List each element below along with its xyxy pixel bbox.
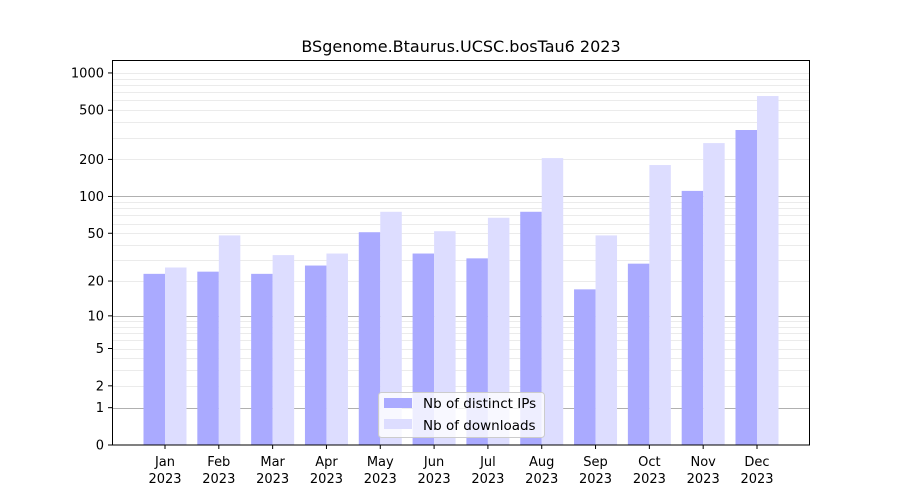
bar-ips xyxy=(197,271,219,445)
bar-downloads xyxy=(487,217,510,445)
x-tick-label-month: Aug xyxy=(529,455,554,470)
y-tick-label: 5 xyxy=(96,342,104,357)
bar-ips xyxy=(627,263,650,445)
y-tick-label: 50 xyxy=(87,227,104,242)
x-tick-label-year: 2023 xyxy=(202,472,235,487)
x-tick-label-month: May xyxy=(367,455,394,470)
x-tick-label-month: Sep xyxy=(583,455,608,470)
bar-downloads xyxy=(757,96,779,445)
y-tick-label: 1000 xyxy=(71,66,104,81)
x-tick-label-month: Jan xyxy=(154,455,175,470)
y-tick-label: 100 xyxy=(79,190,104,205)
bar-ips xyxy=(143,273,165,445)
legend-label-downloads: Nb of downloads xyxy=(423,418,536,434)
x-tick-label-month: Feb xyxy=(207,455,230,470)
x-tick-label-year: 2023 xyxy=(310,472,343,487)
x-tick-label-year: 2023 xyxy=(256,472,289,487)
x-tick-label-year: 2023 xyxy=(471,472,504,487)
x-tick-label-month: Jun xyxy=(423,455,444,470)
x-tick-label-month: Oct xyxy=(638,455,660,470)
x-tick-label-year: 2023 xyxy=(525,472,558,487)
bar-ips xyxy=(520,211,542,445)
x-tick-label-year: 2023 xyxy=(633,472,666,487)
bar-ips xyxy=(681,190,704,445)
y-tick-label: 500 xyxy=(79,104,104,119)
x-tick-label-month: Dec xyxy=(744,455,769,470)
bar-downloads xyxy=(272,255,295,445)
x-tick-label-year: 2023 xyxy=(364,472,397,487)
bar-ips xyxy=(304,265,327,445)
x-tick-label-month: Nov xyxy=(690,455,716,470)
y-tick-label: 1 xyxy=(96,401,104,416)
x-tick-label-year: 2023 xyxy=(687,472,720,487)
legend-label-ips: Nb of distinct IPs xyxy=(423,396,536,412)
bar-downloads xyxy=(380,211,402,445)
y-tick-label: 10 xyxy=(87,309,104,324)
bar-ips xyxy=(735,129,757,445)
x-tick-label-year: 2023 xyxy=(740,472,773,487)
x-tick-label-year: 2023 xyxy=(148,472,181,487)
legend-swatch-ips xyxy=(384,398,412,408)
bar-downloads xyxy=(595,235,618,445)
bar-ips xyxy=(251,273,273,445)
bar-downloads xyxy=(703,143,725,445)
legend-box xyxy=(378,392,545,438)
x-tick-label-month: Mar xyxy=(260,455,285,470)
y-tick-label: 2 xyxy=(96,379,104,394)
x-tick-label-month: Jul xyxy=(479,455,496,470)
y-tick-label: 0 xyxy=(96,439,104,454)
bar-downloads xyxy=(165,267,187,445)
bar-downloads xyxy=(434,231,456,445)
x-tick-label-month: Apr xyxy=(315,455,338,470)
bar-downloads xyxy=(218,235,241,445)
legend: Nb of distinct IPs Nb of downloads xyxy=(378,392,545,438)
bar-downloads xyxy=(649,165,671,445)
chart-title: BSgenome.Btaurus.UCSC.bosTau6 2023 xyxy=(301,37,620,56)
x-axis: Jan 2023 Feb 2023 Mar 2023 Apr 2023 May 2023 Jun 20… xyxy=(148,445,774,487)
plot-frame xyxy=(112,60,810,446)
y-tick-label: 20 xyxy=(87,275,104,290)
y-tick-label: 200 xyxy=(79,153,104,168)
bar-downloads xyxy=(541,158,564,446)
x-tick-label-year: 2023 xyxy=(418,472,451,487)
bar-downloads xyxy=(326,253,348,445)
x-tick-label-year: 2023 xyxy=(579,472,612,487)
legend-swatch-downloads xyxy=(384,419,412,429)
y-axis: 0 1 2 5 10 20 50 100 200 500 1000 xyxy=(71,66,112,454)
bar-ips xyxy=(574,289,596,445)
bar-ips xyxy=(358,232,381,445)
